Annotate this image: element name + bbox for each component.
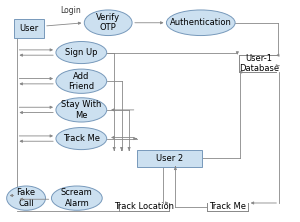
- Text: Login: Login: [61, 6, 81, 15]
- Ellipse shape: [84, 10, 132, 36]
- Text: Add
Friend: Add Friend: [68, 71, 94, 91]
- Text: Stay With
Me: Stay With Me: [61, 100, 101, 120]
- Ellipse shape: [56, 42, 107, 63]
- FancyBboxPatch shape: [136, 150, 202, 167]
- Ellipse shape: [7, 186, 46, 210]
- Ellipse shape: [56, 98, 107, 122]
- FancyBboxPatch shape: [14, 19, 44, 38]
- Text: User 2: User 2: [156, 154, 183, 163]
- Text: Verify
OTP: Verify OTP: [96, 13, 120, 32]
- Text: Authentication: Authentication: [170, 18, 232, 27]
- Text: User: User: [20, 24, 39, 33]
- Text: Sign Up: Sign Up: [65, 48, 98, 57]
- Ellipse shape: [52, 186, 102, 210]
- Ellipse shape: [56, 128, 107, 150]
- Ellipse shape: [56, 69, 107, 93]
- Text: Fake
Call: Fake Call: [16, 188, 36, 208]
- Text: User-1
Database: User-1 Database: [239, 54, 279, 73]
- Text: Scream
Alarm: Scream Alarm: [61, 188, 93, 208]
- Text: Track Location: Track Location: [114, 202, 174, 211]
- Text: Track Me: Track Me: [209, 202, 246, 211]
- Ellipse shape: [167, 10, 235, 36]
- Text: Track Me: Track Me: [63, 134, 100, 143]
